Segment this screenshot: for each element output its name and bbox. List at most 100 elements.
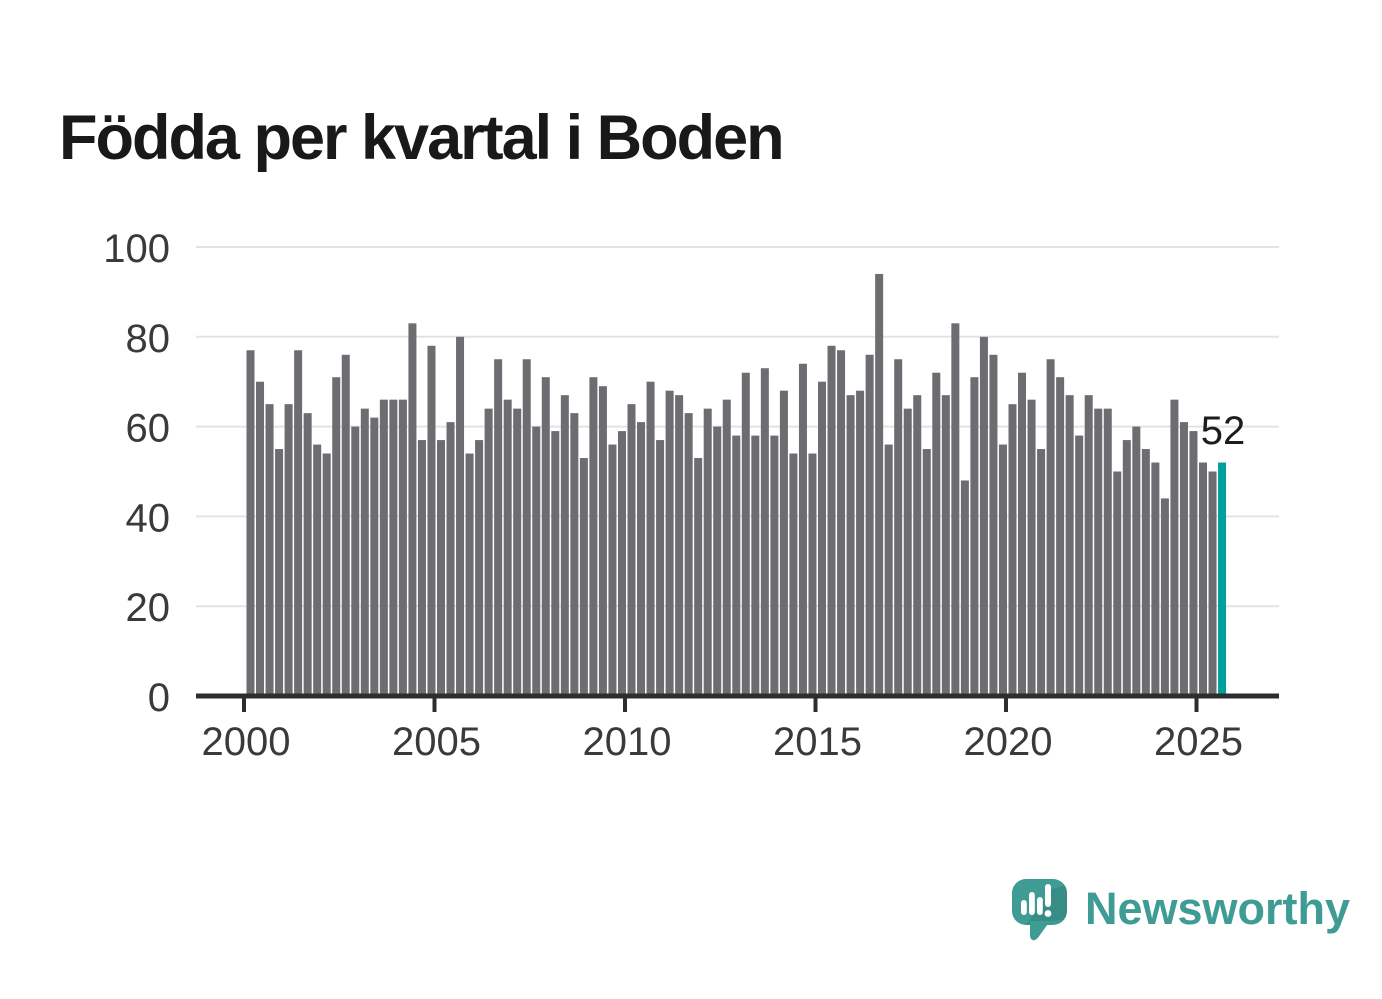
bar-2015-Q3 [837,350,846,696]
bar-2002-Q4 [351,426,360,696]
bar-2021-Q4 [1075,435,1084,696]
bar-2017-Q3 [913,395,922,696]
bar-2010-Q2 [637,422,646,696]
bar-2000-Q1 [246,350,255,696]
bar-2004-Q4 [427,345,436,696]
bar-2002-Q3 [341,354,350,696]
y-axis-label-0: 0 [148,676,170,720]
bar-2006-Q2 [484,408,493,696]
bar-2015-Q2 [827,345,836,696]
bar-2021-Q2 [1056,377,1065,696]
bar-2008-Q1 [551,431,560,696]
bar-2014-Q3 [798,363,807,696]
bar-2017-Q4 [922,449,931,696]
bar-2008-Q4 [579,458,588,696]
bar-2001-Q4 [313,444,322,696]
bar-2008-Q3 [570,413,579,696]
bar-2001-Q2 [294,350,303,696]
bar-2000-Q3 [265,404,274,696]
bar-2003-Q2 [370,417,379,696]
logo-bar-tall [1029,892,1035,915]
bar-2005-Q3 [456,336,465,696]
bar-2001-Q1 [284,404,293,696]
bar-2002-Q1 [322,453,331,696]
bar-2018-Q4 [960,480,969,696]
bar-2016-Q4 [884,444,893,696]
newsworthy-logo: Newsworthy [1012,879,1350,942]
bar-2009-Q2 [598,386,607,696]
y-axis-label-40: 40 [126,496,171,540]
bar-2022-Q2 [1094,408,1103,696]
bar-2020-Q2 [1018,372,1027,696]
bar-2019-Q4 [998,444,1007,696]
bar-2000-Q2 [256,381,265,696]
bar-2018-Q1 [932,372,941,696]
bar-2025-Q3-highlighted [1218,462,1227,696]
y-axis-label-60: 60 [126,407,171,451]
bar-2022-Q4 [1113,471,1122,696]
bar-2015-Q4 [846,395,855,696]
bar-2009-Q1 [589,377,598,696]
bar-2005-Q2 [446,422,455,696]
page-title: Födda per kvartal i Boden [59,103,785,174]
bar-2007-Q4 [541,377,550,696]
bar-2011-Q4 [694,458,703,696]
bar-2000-Q4 [275,449,284,696]
last-value-label: 52 [1200,409,1246,453]
bar-2013-Q1 [741,372,750,696]
x-axis-label-2005: 2005 [392,720,481,764]
logo-exclamation-bar [1045,884,1051,907]
x-axis-label-2020: 2020 [964,720,1053,764]
bar-2022-Q1 [1084,395,1093,696]
bar-2011-Q1 [665,390,674,696]
bar-2003-Q1 [360,408,369,696]
bar-2025-Q1 [1199,462,1207,696]
logo-speech-bubble-icon [1012,879,1067,941]
bar-2013-Q2 [751,435,760,696]
x-axis-label-2015: 2015 [773,720,862,764]
bar-2004-Q2 [408,323,417,696]
bar-2007-Q3 [532,426,541,696]
logo-bar-small [1021,900,1027,915]
bar-2011-Q3 [684,413,693,696]
x-axis-label-2010: 2010 [583,720,672,764]
bar-2013-Q4 [770,435,779,696]
bar-2020-Q3 [1027,399,1036,696]
bar-2003-Q3 [379,399,388,696]
bar-2010-Q1 [627,404,636,696]
bar-2004-Q3 [417,440,426,696]
bar-2003-Q4 [389,399,398,696]
x-axis-label-2025: 2025 [1154,720,1243,764]
bar-2017-Q2 [903,408,912,696]
bar-2006-Q1 [475,440,484,696]
bar-2021-Q1 [1046,359,1055,696]
bar-2020-Q1 [1008,404,1017,696]
bar-2016-Q1 [856,390,865,696]
bar-2024-Q4 [1189,431,1198,696]
logo-bar-mid [1037,897,1043,915]
bar-2023-Q2 [1132,426,1141,696]
bar-2017-Q1 [894,359,903,696]
bar-2025-Q2 [1208,471,1217,696]
bar-2010-Q3 [646,381,655,696]
bar-2023-Q1 [1122,440,1131,696]
bubble-tail [1030,921,1050,941]
bar-2012-Q3 [722,399,731,696]
logo-wordmark: Newsworthy [1085,883,1351,934]
bar-2018-Q3 [951,323,960,696]
y-axis-label-20: 20 [126,586,171,630]
bar-2008-Q2 [560,395,569,696]
bar-2010-Q4 [656,440,665,696]
bar-2009-Q4 [617,431,626,696]
bar-2015-Q1 [818,381,826,696]
bar-2004-Q1 [398,399,407,696]
bar-2024-Q1 [1160,498,1169,696]
bar-2014-Q4 [808,453,817,696]
bar-2016-Q3 [875,273,884,696]
bar-2018-Q2 [941,395,950,696]
bar-2009-Q3 [608,444,617,696]
bar-2012-Q2 [713,426,722,696]
bar-2014-Q2 [789,453,798,696]
bar-2014-Q1 [779,390,788,696]
